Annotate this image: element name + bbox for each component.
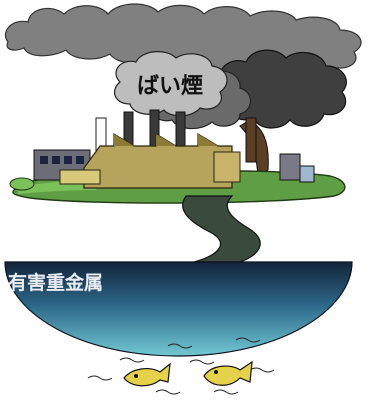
polluted-river (182, 195, 261, 263)
smoke-label: ばい煙 (137, 74, 203, 99)
smoke-label-cloud: ばい煙 (113, 51, 228, 117)
factory-icon (9, 132, 315, 191)
polluted-water-body: 有害重金属 (4, 261, 353, 357)
dead-fish-icon (123, 360, 253, 387)
heavy-metal-label: 有害重金属 (8, 271, 103, 294)
ripple-marks (87, 337, 275, 395)
